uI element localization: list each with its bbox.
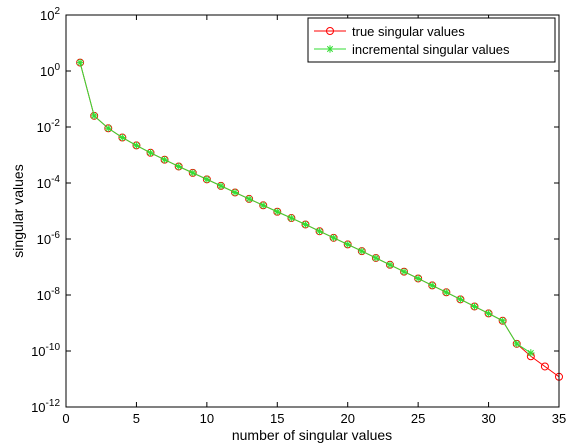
- y-tick-label: 10-2: [37, 118, 61, 135]
- data-point-star: [217, 182, 225, 190]
- y-tick-label: 10-8: [37, 286, 61, 303]
- y-tick-label: 100: [40, 62, 60, 79]
- data-point-star: [301, 220, 310, 229]
- legend-box: [307, 17, 556, 63]
- data-point-star: [231, 188, 239, 197]
- data-point-circle: [540, 362, 549, 371]
- data-point-star: [315, 227, 324, 235]
- data-point-star: [400, 267, 408, 276]
- data-point-star: [527, 349, 535, 357]
- data-point-star: [498, 316, 507, 325]
- plot-frame: [65, 14, 560, 408]
- legend-entry: incremental singular values: [314, 42, 510, 57]
- data-point-star: [188, 169, 197, 177]
- data-point-circle: [326, 27, 334, 35]
- data-point-star: [456, 295, 465, 304]
- data-point-star: [146, 148, 155, 157]
- data-point-star: [512, 340, 521, 348]
- y-tick-label: 102: [40, 6, 60, 23]
- x-tick-label: 0: [62, 411, 69, 426]
- plot-area: [66, 15, 559, 407]
- data-point-star: [203, 175, 211, 184]
- data-point-star: [414, 274, 422, 283]
- data-point-star: [90, 112, 98, 120]
- y-tick-label: 10-12: [31, 398, 60, 415]
- series-incremental-singular-values: [76, 58, 535, 357]
- data-point-star: [118, 133, 127, 142]
- data-point-star: [132, 141, 141, 150]
- legend-label: incremental singular values: [352, 42, 510, 57]
- data-point-star: [386, 260, 394, 269]
- data-point-star: [326, 45, 334, 53]
- x-tick-label: 30: [481, 411, 495, 426]
- data-point-star: [470, 302, 479, 311]
- y-tick-label: 10-10: [31, 342, 60, 359]
- x-tick-label: 25: [411, 411, 425, 426]
- data-point-star: [273, 207, 282, 216]
- data-point-star: [442, 288, 451, 297]
- data-point-star: [76, 58, 84, 67]
- x-tick-label: 10: [200, 411, 214, 426]
- data-point-star: [329, 234, 338, 242]
- data-point-star: [245, 195, 253, 203]
- data-point-star: [343, 240, 352, 249]
- data-point-star: [104, 124, 113, 133]
- data-point-star: [287, 214, 296, 222]
- x-tick-label: 20: [340, 411, 354, 426]
- data-point-star: [484, 309, 493, 318]
- legend-entry: true singular values: [314, 24, 465, 39]
- y-tick-label: 10-6: [37, 230, 61, 247]
- x-tick-label: 5: [133, 411, 140, 426]
- data-point-star: [358, 247, 366, 255]
- x-tick-label: 15: [270, 411, 284, 426]
- y-axis-label: singular values: [10, 164, 26, 257]
- data-point-star: [160, 155, 169, 164]
- data-point-star: [174, 162, 183, 171]
- data-point-star: [259, 201, 267, 210]
- data-point-star: [428, 281, 437, 290]
- legend-label: true singular values: [352, 24, 465, 39]
- x-axis-label: number of singular values: [232, 427, 392, 443]
- y-tick-label: 10-4: [37, 174, 61, 191]
- data-point-star: [372, 254, 380, 262]
- x-tick-label: 35: [552, 411, 566, 426]
